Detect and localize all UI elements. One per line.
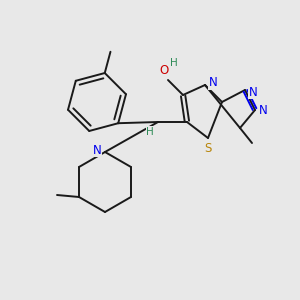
Text: S: S	[204, 142, 212, 154]
Text: O: O	[159, 64, 169, 77]
Text: N: N	[93, 143, 101, 157]
Text: N: N	[208, 76, 217, 89]
Text: H: H	[170, 58, 178, 68]
Text: N: N	[249, 85, 257, 98]
Text: H: H	[146, 127, 154, 137]
Text: N: N	[259, 103, 267, 116]
